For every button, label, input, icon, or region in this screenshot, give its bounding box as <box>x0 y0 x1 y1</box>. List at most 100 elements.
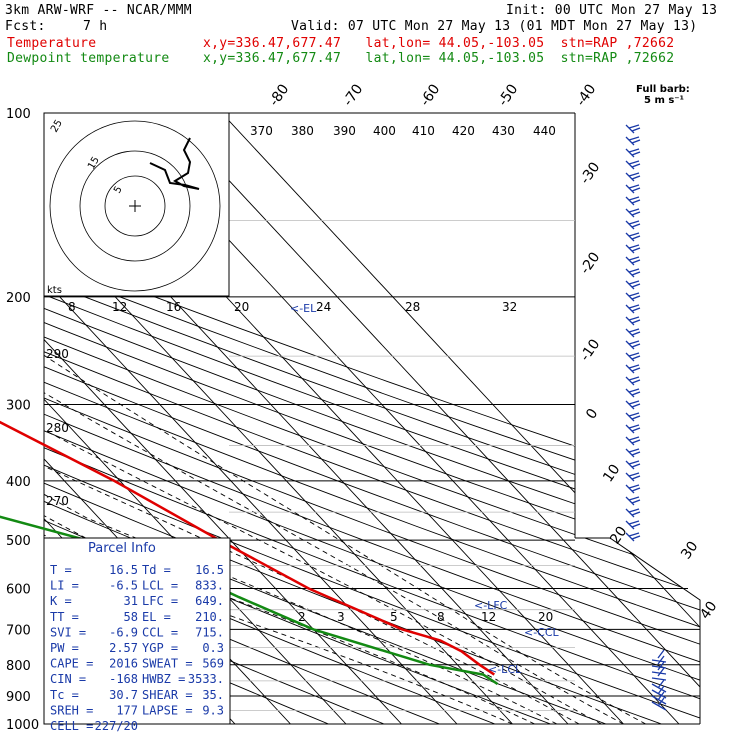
theta-side-label: 290 <box>46 347 69 361</box>
pressure-tick-label: 400 <box>6 475 31 490</box>
wind-barb <box>625 412 641 422</box>
parcel-label: SWEAT = <box>142 657 193 671</box>
hodo-speed-label: 28 <box>405 300 420 314</box>
pressure-tick-label: 500 <box>6 534 31 549</box>
parcel-label: SREH = <box>50 703 93 717</box>
parcel-value: 0.3 <box>202 641 224 655</box>
pressure-tick-label: 200 <box>6 291 31 306</box>
wind-barb <box>625 448 641 458</box>
theta-label: 380 <box>291 124 314 138</box>
theta-label: 370 <box>250 124 273 138</box>
hodo-speed-label: 16 <box>166 300 181 314</box>
isotherm-label: 10 <box>600 462 623 486</box>
dry-adiabat <box>44 113 700 724</box>
theta-side-label: 280 <box>46 421 69 435</box>
parcel-value: 715. <box>195 625 224 639</box>
mixing-ratio-label: 20 <box>538 610 553 624</box>
theta-side-label: 270 <box>46 494 69 508</box>
wind-barb <box>651 661 667 675</box>
dewpoint-location: x,y=336.47,677.47 lat,lon= 44.05,-103.05… <box>203 51 675 66</box>
parcel-value: -6.9 <box>109 625 138 639</box>
parcel-info-title: Parcel Info <box>88 541 156 556</box>
wind-barb <box>651 667 667 681</box>
wind-barb <box>651 685 667 699</box>
parcel-label: CAPE = <box>50 657 93 671</box>
el-marker: <-EL <box>290 302 317 315</box>
parcel-value: -168 <box>109 672 138 686</box>
isotherm-label: 30 <box>678 539 701 563</box>
wind-barb <box>651 697 667 711</box>
parcel-label: EL = <box>142 610 171 624</box>
theta-label: 390 <box>333 124 356 138</box>
parcel-value: 210. <box>195 610 224 624</box>
isotherm-label: -50 <box>495 81 521 109</box>
parcel-value: 569 <box>202 657 224 671</box>
pressure-tick-label: 600 <box>6 582 31 597</box>
wind-barb <box>625 424 641 434</box>
moist-adiabat <box>44 296 513 724</box>
hodo-ring-label: 5 <box>112 184 125 195</box>
wind-barb <box>651 691 667 705</box>
lcl-marker: <-LCL <box>488 663 522 676</box>
parcel-value: 9.3 <box>202 703 224 717</box>
forecast-label: Fcst: <box>5 19 46 34</box>
wind-barb <box>625 400 641 410</box>
wind-barb <box>625 256 641 266</box>
parcel-label: CCL = <box>142 625 178 639</box>
isotherm-label: -30 <box>577 159 603 187</box>
hodo-speed-label: 8 <box>68 300 76 314</box>
wind-barb <box>625 220 641 230</box>
parcel-label: TT = <box>50 610 79 624</box>
parcel-label: YGP = <box>142 641 178 655</box>
parcel-label: T = <box>50 563 72 577</box>
wind-barb <box>625 208 641 218</box>
wind-barb <box>625 376 641 386</box>
pressure-tick-label: 300 <box>6 399 31 414</box>
pressure-tick-label: 100 <box>6 107 31 122</box>
isotherm-line <box>44 113 513 724</box>
lfc-marker: <-LFC <box>474 599 508 612</box>
isotherm-line <box>44 113 458 724</box>
wind-barb <box>651 649 667 663</box>
wind-barb <box>625 352 641 362</box>
valid-time: Valid: 07 UTC Mon 27 May 13 (01 MDT Mon … <box>291 19 698 34</box>
mixing-ratio-label: 5 <box>390 610 398 624</box>
isotherm-line <box>44 113 402 724</box>
theta-label: 430 <box>492 124 515 138</box>
dry-adiabat <box>44 113 700 724</box>
wind-barbs <box>625 124 667 711</box>
parcel-value: -6.5 <box>109 579 138 593</box>
wind-barb <box>625 340 641 350</box>
hodo-kts-label: kts <box>47 285 62 296</box>
mixing-ratio-label: 3 <box>337 610 345 624</box>
parcel-value: 2016 <box>109 657 138 671</box>
theta-label: 410 <box>412 124 435 138</box>
temperature-profile <box>0 420 495 676</box>
wind-barb <box>625 124 641 134</box>
parcel-label: LAPSE = <box>142 703 193 717</box>
isotherm-label: 20 <box>607 524 630 548</box>
dewpoint-legend-label: Dewpoint temperature <box>7 51 170 66</box>
wind-barb <box>625 472 641 482</box>
parcel-label: LFC = <box>142 594 178 608</box>
isotherm-label: -70 <box>340 81 366 109</box>
wind-barb <box>625 388 641 398</box>
wind-barb <box>625 328 641 338</box>
barb-legend-line2: 5 m s⁻¹ <box>644 95 684 106</box>
mixing-ratio-label: 2 <box>298 610 306 624</box>
wind-barb <box>625 532 641 542</box>
wind-barb <box>625 184 641 194</box>
mixing-ratio-label: 8 <box>437 610 445 624</box>
wind-barb <box>625 148 641 158</box>
theta-label: 420 <box>452 124 475 138</box>
dry-adiabat <box>44 113 700 724</box>
init-time: Init: 00 UTC Mon 27 May 13 <box>506 3 718 18</box>
parcel-label: LCL = <box>142 579 178 593</box>
isotherm-label: -10 <box>577 336 603 364</box>
hodo-speed-label: 32 <box>502 300 517 314</box>
dry-adiabat <box>44 113 700 724</box>
parcel-value: 16.5 <box>195 563 224 577</box>
parcel-value: 177 <box>116 703 138 717</box>
wind-barb <box>625 244 641 254</box>
wind-barb <box>625 280 641 290</box>
